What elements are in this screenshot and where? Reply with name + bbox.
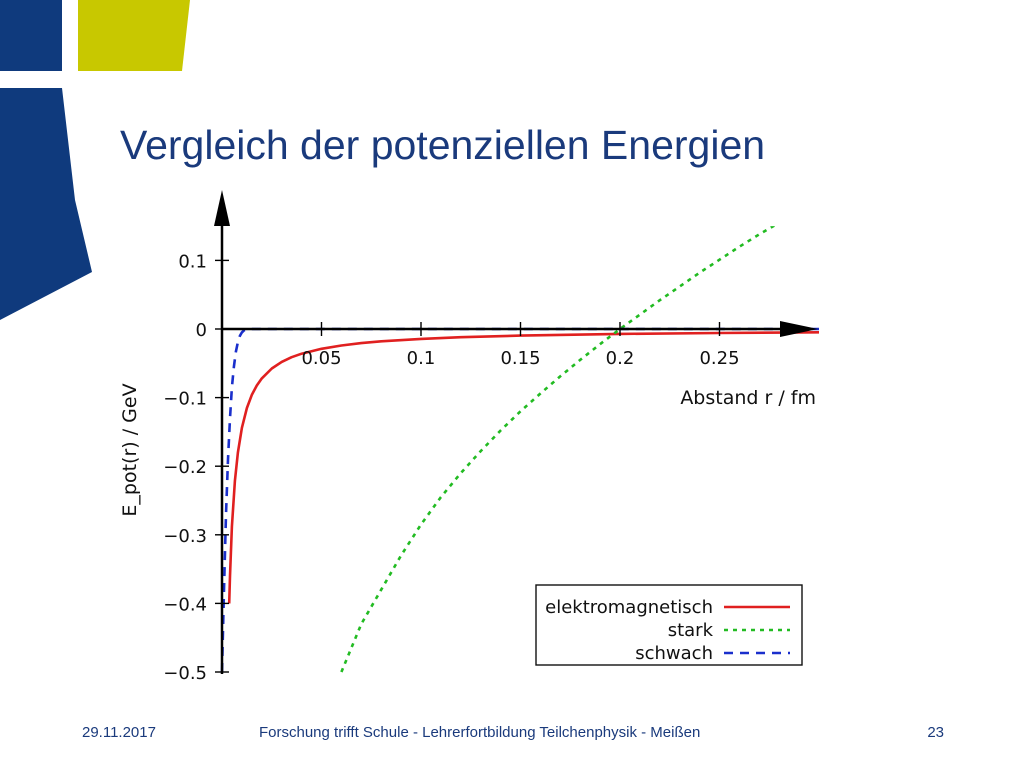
x-tick-label: 0.05 bbox=[301, 348, 341, 369]
y-tick-label: −0.2 bbox=[163, 457, 207, 478]
axis-labels: Abstand r / fm E_pot(r) / GeV bbox=[119, 383, 816, 516]
legend-label-elektromagnetisch: elektromagnetisch bbox=[545, 597, 713, 618]
legend-box bbox=[535, 584, 803, 666]
slide-title: Vergleich der potenziellen Energien bbox=[120, 122, 766, 168]
y-axis-label: E_pot(r) / GeV bbox=[119, 383, 141, 516]
legend-label-schwach: schwach bbox=[635, 643, 713, 664]
axes: 0.05 0.1 0.15 0.2 0.25 0.1 0 −0.1 −0.2 −0.3 −0.4 −0… bbox=[163, 190, 818, 684]
deco-yellow-block bbox=[78, 0, 190, 71]
series-line-stark bbox=[340, 226, 776, 673]
footer-title: Forschung trifft Schule - Lehrerfortbild… bbox=[259, 724, 701, 741]
y-tick-label: −0.1 bbox=[163, 389, 207, 410]
x-tick-label: 0.25 bbox=[699, 348, 739, 369]
page-number: 23 bbox=[927, 724, 944, 741]
y-tick-label: 0.1 bbox=[178, 251, 207, 272]
footer-date: 29.11.2017 bbox=[82, 724, 156, 741]
legend-label-stark: stark bbox=[668, 620, 714, 641]
series-layer bbox=[220, 226, 819, 673]
corner-decoration bbox=[0, 0, 190, 320]
series-line-elektromagnetisch bbox=[227, 331, 819, 604]
x-axis-arrow bbox=[780, 321, 818, 337]
y-tick-label: −0.4 bbox=[163, 594, 207, 615]
x-axis-label: Abstand r / fm bbox=[680, 387, 816, 409]
x-tick-label: 0.1 bbox=[407, 348, 436, 369]
deco-blue-wing bbox=[0, 88, 92, 320]
y-tick-label: −0.3 bbox=[163, 526, 207, 547]
deco-blue-square bbox=[0, 0, 62, 71]
x-tick-label: 0.15 bbox=[500, 348, 540, 369]
y-tick-label: 0 bbox=[196, 320, 207, 341]
y-tick-label: −0.5 bbox=[163, 663, 207, 684]
y-axis-arrow bbox=[214, 190, 230, 226]
series-line-schwach bbox=[220, 327, 819, 673]
x-tick-label: 0.2 bbox=[606, 348, 635, 369]
